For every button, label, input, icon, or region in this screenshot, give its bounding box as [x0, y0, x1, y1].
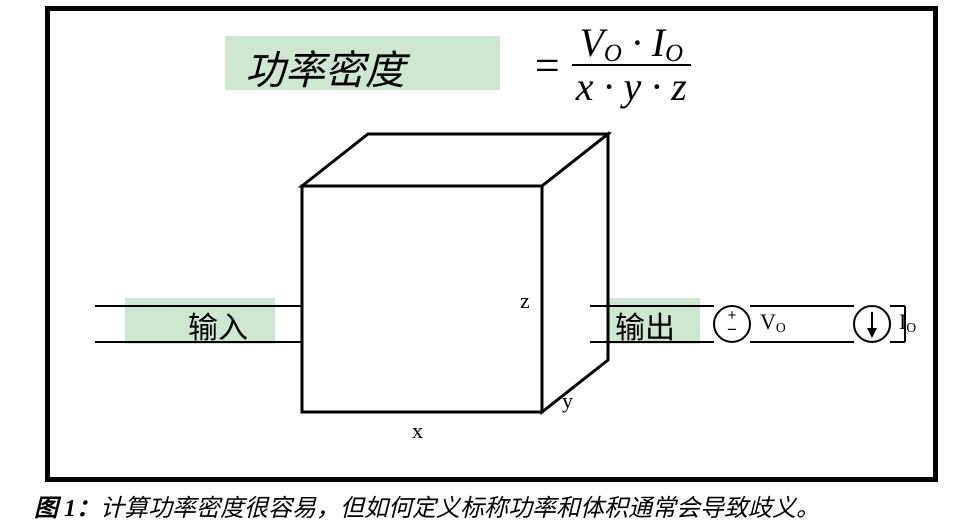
vo-sub: O: [776, 320, 786, 335]
caption-text: 计算功率密度很容易，但如何定义标称功率和体积通常会导致歧义。: [100, 496, 820, 522]
output-label: 输出: [615, 303, 675, 347]
figure-caption: 图 1：计算功率密度很容易，但如何定义标称功率和体积通常会导致歧义。: [34, 488, 820, 523]
voltage-minus: −: [727, 320, 737, 339]
vo-var: V: [760, 309, 776, 334]
io-label: IO: [899, 309, 916, 335]
cube-diagram: + −: [0, 0, 977, 525]
vo-label: VO: [760, 309, 786, 335]
io-sub: O: [906, 320, 916, 335]
cube-front: [302, 186, 542, 412]
caption-prefix: 图 1：: [34, 496, 100, 522]
x-axis-label: x: [412, 418, 423, 444]
input-label: 输入: [188, 303, 248, 347]
y-axis-label: y: [562, 388, 573, 414]
z-axis-label: z: [520, 288, 530, 314]
